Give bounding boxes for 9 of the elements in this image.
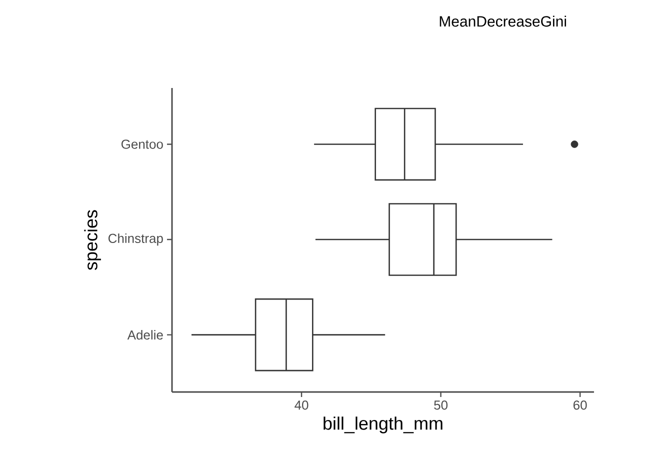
y-tick-label: Gentoo <box>121 140 163 149</box>
y-tick-label: Adelie <box>127 330 163 340</box>
x-tick-label: 60 <box>574 400 587 410</box>
y-axis-title: species <box>84 210 101 270</box>
x-axis-title: bill_length_mm <box>324 416 442 434</box>
y-tick-label: Chinstrap <box>108 233 163 246</box>
chart-title: MeanDecreaseGini <box>440 16 566 27</box>
x-tick-label: 50 <box>434 400 448 410</box>
x-tick-label: 40 <box>294 400 308 410</box>
